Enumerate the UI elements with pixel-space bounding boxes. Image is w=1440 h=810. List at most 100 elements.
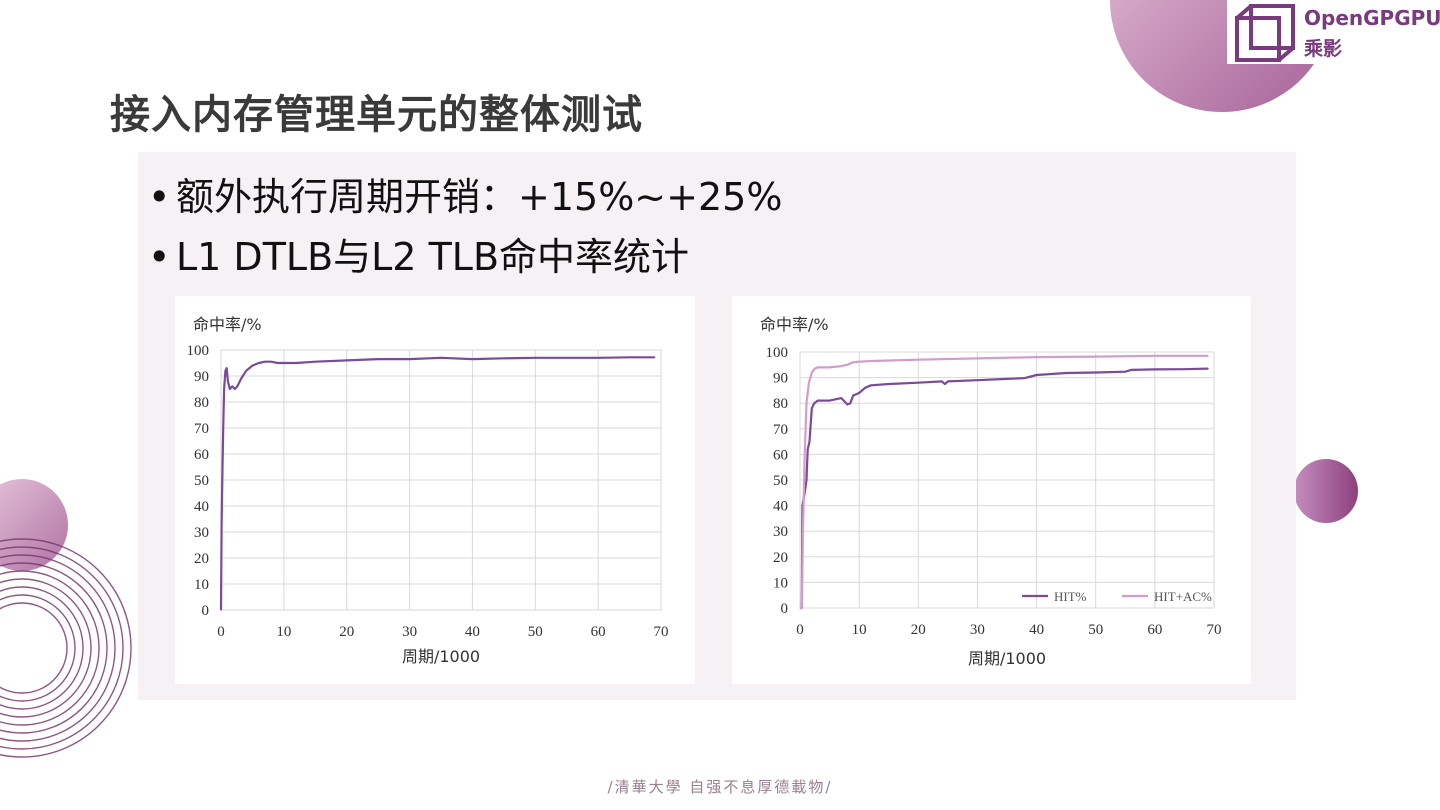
logo-cn: 乘影	[1304, 38, 1343, 60]
y-tick-label: 70	[773, 422, 788, 438]
data-point	[270, 361, 272, 363]
data-point	[808, 382, 810, 384]
data-point	[409, 358, 411, 360]
data-point	[227, 380, 229, 382]
data-point	[1207, 355, 1209, 357]
y-tick-label: 30	[773, 524, 788, 540]
data-point	[1130, 369, 1132, 371]
data-point	[814, 368, 816, 370]
x-tick-label: 20	[339, 624, 354, 640]
data-point	[801, 607, 803, 609]
y-tick-label: 60	[194, 447, 209, 463]
data-point	[377, 358, 379, 360]
y-tick-label: 80	[773, 396, 788, 412]
data-point	[976, 379, 978, 381]
x-tick-label: 50	[528, 624, 543, 640]
x-tick-label: 60	[591, 624, 606, 640]
legend-entry: HIT%	[1054, 589, 1087, 604]
data-point	[870, 360, 872, 362]
y-tick-label: 100	[766, 345, 789, 361]
data-point	[229, 388, 231, 390]
data-point	[888, 383, 890, 385]
y-tick-label: 20	[773, 550, 788, 566]
data-point	[846, 403, 848, 406]
data-point	[858, 392, 860, 394]
data-point	[846, 364, 848, 366]
data-point	[503, 357, 505, 359]
data-point	[258, 362, 260, 364]
x-axis-label: 周期/1000	[968, 649, 1046, 668]
data-point	[534, 357, 536, 359]
data-point	[1036, 356, 1038, 358]
data-point	[811, 407, 813, 409]
data-point	[1006, 378, 1008, 380]
y-tick-label: 90	[194, 369, 209, 385]
x-tick-label: 40	[465, 624, 480, 640]
y-tick-label: 10	[194, 577, 209, 593]
data-point	[471, 358, 473, 360]
data-point	[817, 366, 819, 368]
data-point	[283, 362, 285, 364]
bullet-marker: •	[148, 235, 171, 279]
series-line	[800, 367, 1209, 610]
data-point	[802, 530, 804, 532]
data-point	[805, 479, 808, 481]
x-tick-label: 30	[970, 622, 985, 638]
bullet-text: 额外执行周期开销：+15%~+25%	[176, 175, 783, 219]
x-tick-label: 0	[217, 624, 225, 640]
x-tick-label: 10	[852, 622, 867, 638]
data-point	[221, 523, 223, 525]
data-point	[858, 361, 860, 363]
data-point	[1154, 355, 1156, 357]
bullet-tlb-stats: • L1 DTLB与L2 TLB命中率统计	[148, 226, 689, 281]
data-point	[295, 362, 297, 364]
data-point	[234, 388, 236, 390]
x-tick-label: 0	[796, 622, 804, 638]
series-line	[800, 354, 1209, 610]
data-point	[817, 400, 819, 402]
data-point	[813, 402, 815, 404]
data-point	[654, 356, 656, 358]
x-tick-label: 30	[402, 624, 417, 640]
y-tick-label: 0	[202, 603, 210, 619]
legend-entry: HIT+AC%	[1154, 589, 1212, 604]
footer-motto: /清華大學 自强不息厚德載物/	[607, 778, 833, 796]
data-point	[1207, 368, 1209, 370]
y-axis-label: 命中率/%	[193, 315, 262, 334]
data-point	[976, 357, 978, 359]
y-tick-label: 70	[194, 421, 209, 437]
data-point	[231, 385, 233, 387]
data-point	[1154, 368, 1156, 370]
data-point	[840, 397, 842, 399]
x-tick-label: 50	[1088, 622, 1103, 638]
data-point	[245, 370, 247, 372]
data-point	[829, 366, 831, 368]
data-point	[223, 388, 225, 390]
logo-name: OpenGPGPU	[1304, 6, 1440, 30]
data-point	[236, 385, 238, 387]
data-point	[917, 359, 919, 361]
data-point	[277, 362, 279, 364]
y-tick-label: 30	[194, 525, 209, 541]
y-tick-label: 50	[194, 473, 209, 489]
data-point	[804, 453, 806, 455]
data-point	[840, 365, 842, 367]
data-point	[240, 378, 242, 380]
chart-l2-tlb: 0 10 20 30 40 50 60 70 80 90 100 0 10 20 30 40 50 60 70 命中率…	[732, 296, 1251, 684]
x-tick-label: 10	[276, 624, 291, 640]
data-point	[1124, 371, 1126, 373]
data-point	[917, 382, 919, 384]
data-point	[799, 607, 801, 609]
data-point	[1036, 374, 1038, 376]
data-point	[852, 394, 854, 397]
x-tick-label: 60	[1147, 622, 1162, 638]
data-point	[566, 357, 568, 359]
y-tick-label: 20	[194, 551, 209, 567]
data-point	[226, 367, 228, 369]
data-point	[807, 448, 809, 450]
data-point	[264, 361, 266, 363]
data-point	[629, 356, 631, 358]
data-point	[944, 383, 946, 385]
data-point	[597, 357, 599, 359]
data-point	[222, 427, 224, 429]
